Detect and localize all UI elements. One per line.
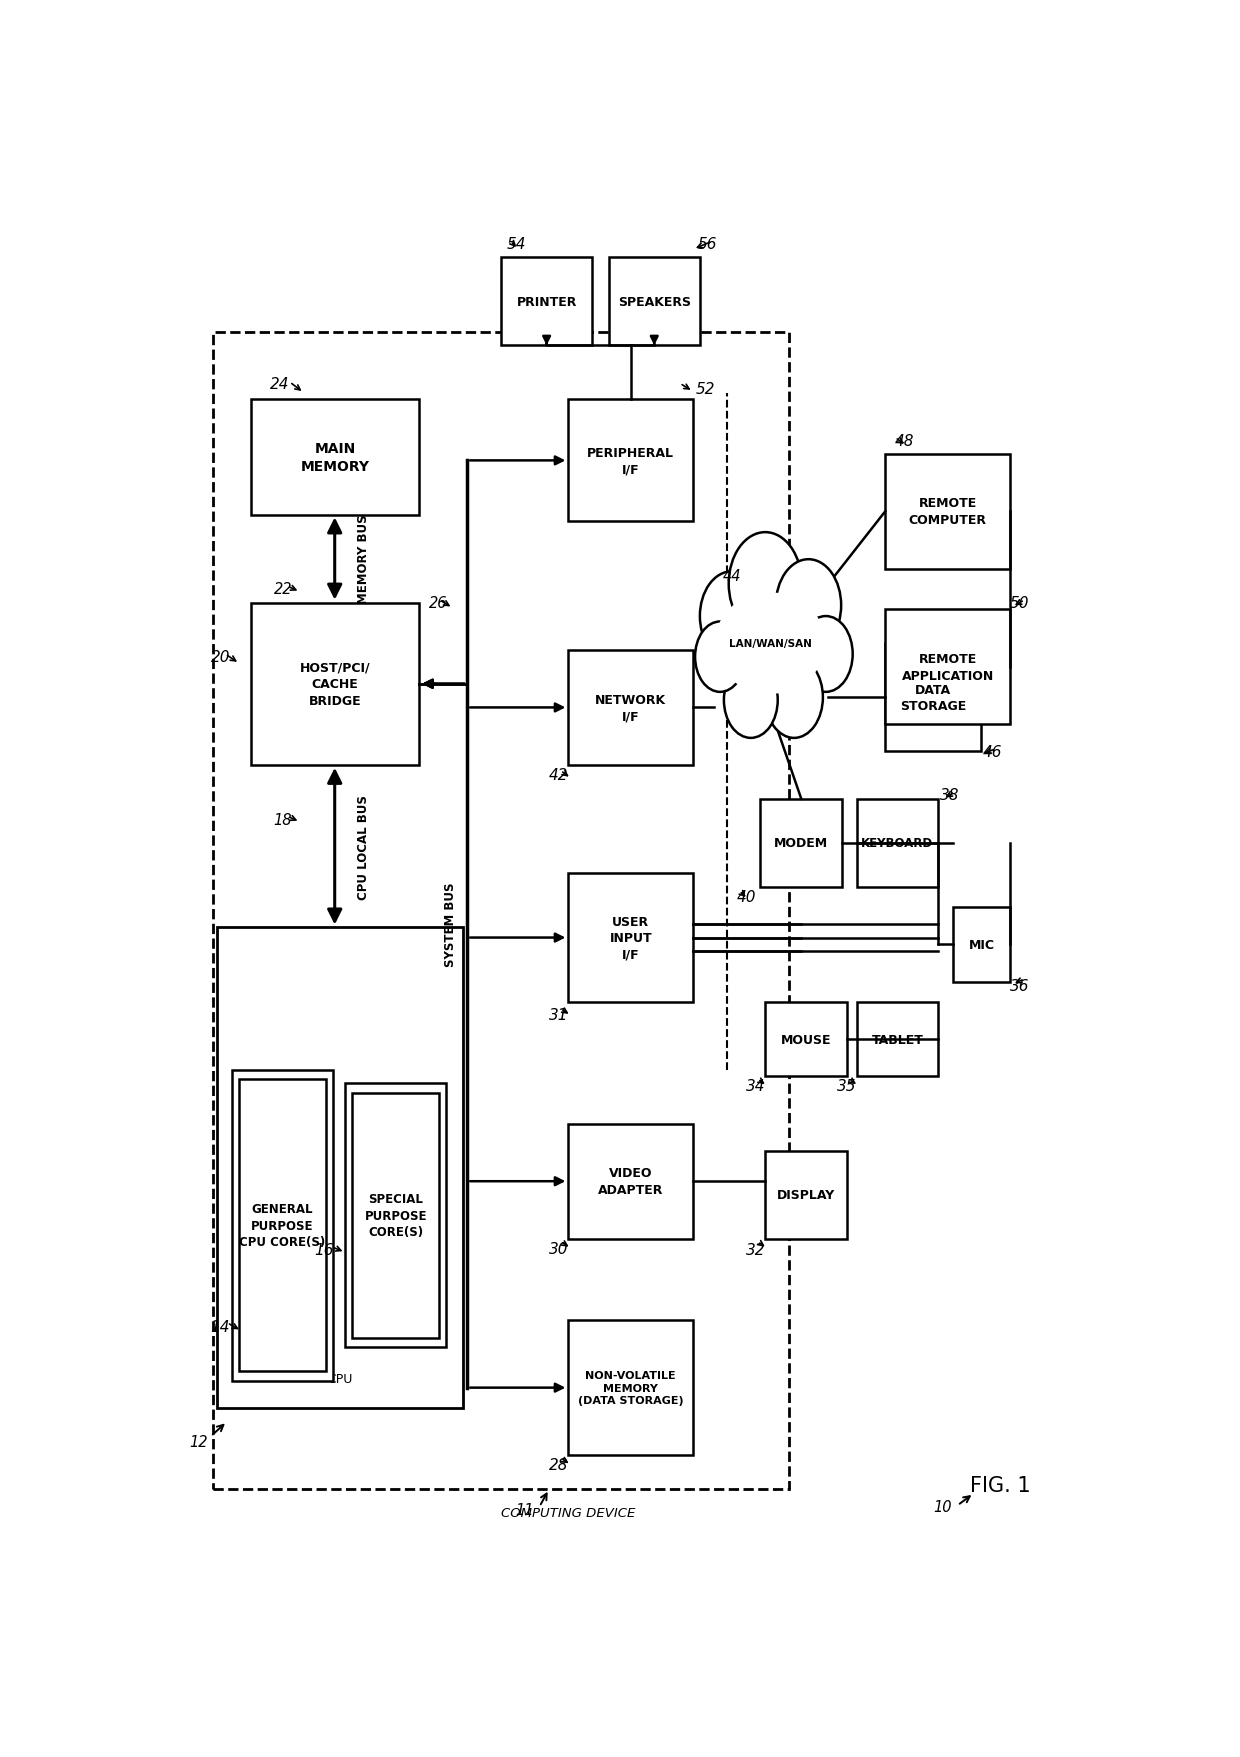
Circle shape	[699, 573, 764, 661]
Text: FIG. 1: FIG. 1	[971, 1476, 1030, 1495]
Bar	[568, 1124, 693, 1239]
Text: 44: 44	[723, 569, 740, 583]
Bar	[568, 873, 693, 1001]
Text: 54: 54	[507, 237, 526, 253]
Text: 38: 38	[940, 787, 960, 803]
Text: GENERAL
PURPOSE
CPU CORE(S): GENERAL PURPOSE CPU CORE(S)	[239, 1202, 325, 1249]
Circle shape	[799, 617, 853, 692]
Text: NON-VOLATILE
MEMORY
(DATA STORAGE): NON-VOLATILE MEMORY (DATA STORAGE)	[578, 1370, 683, 1406]
Text: 26: 26	[429, 596, 448, 611]
Text: 56: 56	[698, 237, 717, 253]
Text: SPEAKERS: SPEAKERS	[618, 295, 691, 309]
Bar	[232, 1070, 332, 1381]
Text: PRINTER: PRINTER	[516, 295, 577, 309]
Text: 22: 22	[274, 582, 293, 597]
Bar	[857, 799, 939, 887]
Bar	[238, 1079, 326, 1372]
Text: 28: 28	[549, 1458, 568, 1472]
Circle shape	[729, 532, 802, 636]
Ellipse shape	[708, 583, 832, 705]
Text: USER
INPUT
I/F: USER INPUT I/F	[609, 915, 652, 961]
Text: 42: 42	[549, 768, 568, 782]
Text: HOST/PCI/
CACHE
BRIDGE: HOST/PCI/ CACHE BRIDGE	[300, 661, 371, 708]
Text: SYSTEM BUS: SYSTEM BUS	[444, 882, 456, 966]
Bar	[250, 603, 419, 766]
Bar	[250, 401, 419, 515]
Text: MIC: MIC	[968, 938, 994, 951]
Text: 40: 40	[737, 889, 755, 905]
Text: 30: 30	[549, 1240, 568, 1256]
Text: DATA
STORAGE: DATA STORAGE	[900, 683, 966, 713]
Text: 24: 24	[270, 376, 290, 392]
Text: LAN/WAN/SAN: LAN/WAN/SAN	[729, 640, 811, 648]
Text: CPU: CPU	[327, 1372, 352, 1385]
Circle shape	[724, 662, 777, 738]
Text: 14: 14	[211, 1320, 231, 1335]
Circle shape	[776, 560, 841, 652]
Text: 46: 46	[982, 745, 1002, 759]
Text: 11: 11	[516, 1502, 534, 1516]
Text: 50: 50	[1011, 596, 1029, 611]
Text: SPECIAL
PURPOSE
CORE(S): SPECIAL PURPOSE CORE(S)	[365, 1193, 427, 1239]
Bar	[345, 1084, 446, 1348]
Bar	[885, 643, 982, 752]
Bar	[885, 610, 1011, 726]
Text: VIDEO
ADAPTER: VIDEO ADAPTER	[598, 1167, 663, 1197]
Text: MEMORY BUS: MEMORY BUS	[357, 515, 370, 604]
Bar	[765, 1151, 847, 1239]
Bar	[609, 258, 699, 346]
Ellipse shape	[714, 594, 826, 694]
Text: 35: 35	[837, 1079, 857, 1093]
Text: PERIPHERAL
I/F: PERIPHERAL I/F	[588, 446, 675, 476]
Text: 16: 16	[315, 1242, 334, 1258]
Text: REMOTE
APPLICATION: REMOTE APPLICATION	[901, 652, 994, 682]
Text: 32: 32	[746, 1242, 765, 1258]
Bar	[760, 799, 842, 887]
Text: 10: 10	[934, 1499, 952, 1515]
Text: KEYBOARD: KEYBOARD	[862, 836, 934, 850]
Text: NETWORK
I/F: NETWORK I/F	[595, 694, 666, 722]
Text: MODEM: MODEM	[774, 836, 828, 850]
Text: 52: 52	[696, 381, 715, 397]
Text: MOUSE: MOUSE	[781, 1033, 831, 1045]
Circle shape	[765, 657, 823, 738]
Bar	[568, 1320, 693, 1455]
Text: COMPUTING DEVICE: COMPUTING DEVICE	[501, 1506, 635, 1518]
Text: TABLET: TABLET	[872, 1033, 924, 1045]
Text: 36: 36	[1011, 979, 1029, 993]
Bar	[765, 1001, 847, 1077]
Text: 34: 34	[746, 1079, 765, 1093]
Text: MAIN
MEMORY: MAIN MEMORY	[300, 441, 370, 474]
Bar	[885, 455, 1011, 569]
Bar	[568, 650, 693, 766]
Text: 20: 20	[211, 650, 231, 664]
Text: REMOTE
COMPUTER: REMOTE COMPUTER	[909, 497, 987, 527]
Text: 18: 18	[274, 812, 293, 828]
Bar	[501, 258, 593, 346]
Text: 12: 12	[188, 1434, 207, 1450]
Bar	[213, 332, 789, 1490]
Bar	[568, 401, 693, 522]
Text: 31: 31	[549, 1007, 568, 1023]
Bar	[217, 928, 463, 1407]
Circle shape	[696, 622, 745, 692]
Bar	[952, 908, 1011, 982]
Bar	[352, 1093, 439, 1337]
Text: 48: 48	[895, 434, 914, 448]
Text: CPU LOCAL BUS: CPU LOCAL BUS	[357, 794, 370, 900]
Bar	[857, 1001, 939, 1077]
Text: DISPLAY: DISPLAY	[777, 1188, 836, 1202]
